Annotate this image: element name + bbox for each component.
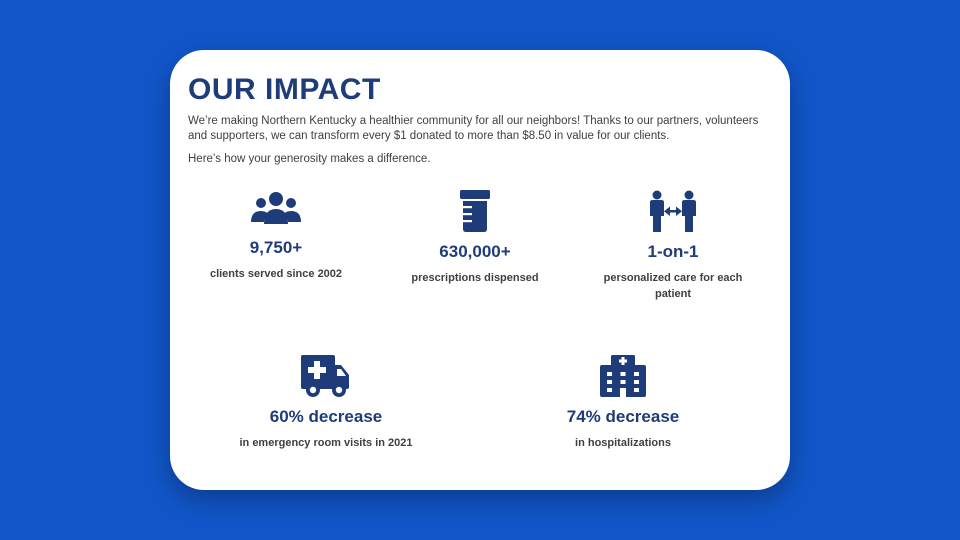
people-arrows-icon (650, 190, 696, 232)
users-icon (251, 192, 301, 224)
stat-prescriptions: 630,000+ prescriptions dispensed (390, 190, 560, 286)
ambulance-icon (301, 355, 349, 397)
stat-value: 60% decrease (269, 407, 383, 426)
impact-card: OUR IMPACT We’re making Northern Kentuck… (170, 50, 790, 490)
stat-value: 74% decrease (566, 407, 680, 426)
stat-value: 9,750+ (249, 238, 303, 257)
subtitle-text: Here’s how your generosity makes a diffe… (188, 153, 431, 165)
page-title: OUR IMPACT (188, 73, 381, 106)
stat-value: 630,000+ (439, 242, 511, 261)
stat-label: clients served since 2002 (209, 268, 343, 280)
stat-care: 1-on-1 personalized care for each patien… (588, 190, 758, 302)
stat-label: in hospitalizations (575, 437, 671, 449)
stat-label: in emergency room visits in 2021 (239, 437, 413, 449)
stat-value: 1-on-1 (647, 242, 699, 261)
stat-emergency: 60% decrease in emergency room visits in… (226, 355, 426, 451)
stat-label: personalized care for each patient (603, 272, 743, 300)
stat-label: prescriptions dispensed (411, 272, 539, 284)
prescription-bottle-icon (460, 190, 490, 232)
hospital-icon (600, 355, 646, 397)
intro-text: We’re making Northern Kentucky a healthi… (188, 115, 759, 142)
stat-hospitalizations: 74% decrease in hospitalizations (523, 355, 723, 451)
stat-clients: 9,750+ clients served since 2002 (196, 190, 356, 282)
